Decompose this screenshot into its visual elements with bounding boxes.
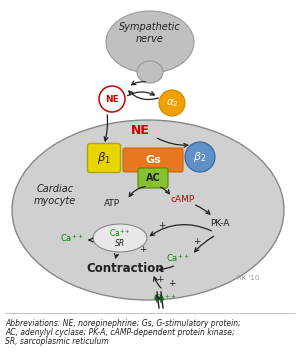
Text: NE: NE (105, 95, 119, 103)
FancyBboxPatch shape (138, 168, 168, 188)
Text: NE: NE (130, 124, 149, 138)
Text: Ca$^{++}$: Ca$^{++}$ (60, 232, 84, 244)
Ellipse shape (93, 224, 147, 252)
Text: Ca$^{++}$: Ca$^{++}$ (109, 227, 131, 239)
Text: ATP: ATP (104, 198, 120, 207)
Text: +: + (168, 278, 176, 288)
Text: cAMP: cAMP (171, 195, 195, 205)
Text: $\alpha_2$: $\alpha_2$ (166, 97, 178, 109)
Text: $\beta_1$: $\beta_1$ (97, 150, 111, 166)
Text: RK '10: RK '10 (237, 275, 259, 281)
Circle shape (99, 86, 125, 112)
Text: Cardiac
myocyte: Cardiac myocyte (34, 184, 76, 206)
Text: AC, adenylyl cyclase; PK-A, cAMP-dependent protein kinase;: AC, adenylyl cyclase; PK-A, cAMP-depende… (5, 328, 235, 337)
Text: PK-A: PK-A (210, 218, 230, 228)
FancyBboxPatch shape (123, 148, 183, 172)
Text: Ca$^{++}$: Ca$^{++}$ (166, 252, 190, 264)
Text: +: + (193, 237, 201, 246)
Text: Ca$^{++}$: Ca$^{++}$ (153, 292, 177, 304)
Text: AC: AC (146, 173, 160, 183)
Text: +: + (139, 245, 147, 254)
Circle shape (185, 142, 215, 172)
Text: SR, sarcoplasmic reticulum: SR, sarcoplasmic reticulum (5, 337, 109, 346)
Ellipse shape (137, 61, 163, 83)
Ellipse shape (12, 120, 284, 300)
Text: Gs: Gs (145, 155, 161, 165)
Text: Abbreviations: NE, norepinephrine; Gs, G-stimulatory protein;: Abbreviations: NE, norepinephrine; Gs, G… (5, 319, 241, 328)
Text: SR: SR (115, 238, 125, 248)
Text: Sympathetic
nerve: Sympathetic nerve (119, 22, 181, 44)
Text: $\beta_2$: $\beta_2$ (194, 150, 207, 164)
Text: +: + (156, 276, 164, 285)
FancyBboxPatch shape (88, 143, 121, 173)
Ellipse shape (106, 11, 194, 73)
Text: Contraction: Contraction (86, 261, 164, 274)
Circle shape (159, 90, 185, 116)
Text: +: + (158, 221, 166, 229)
